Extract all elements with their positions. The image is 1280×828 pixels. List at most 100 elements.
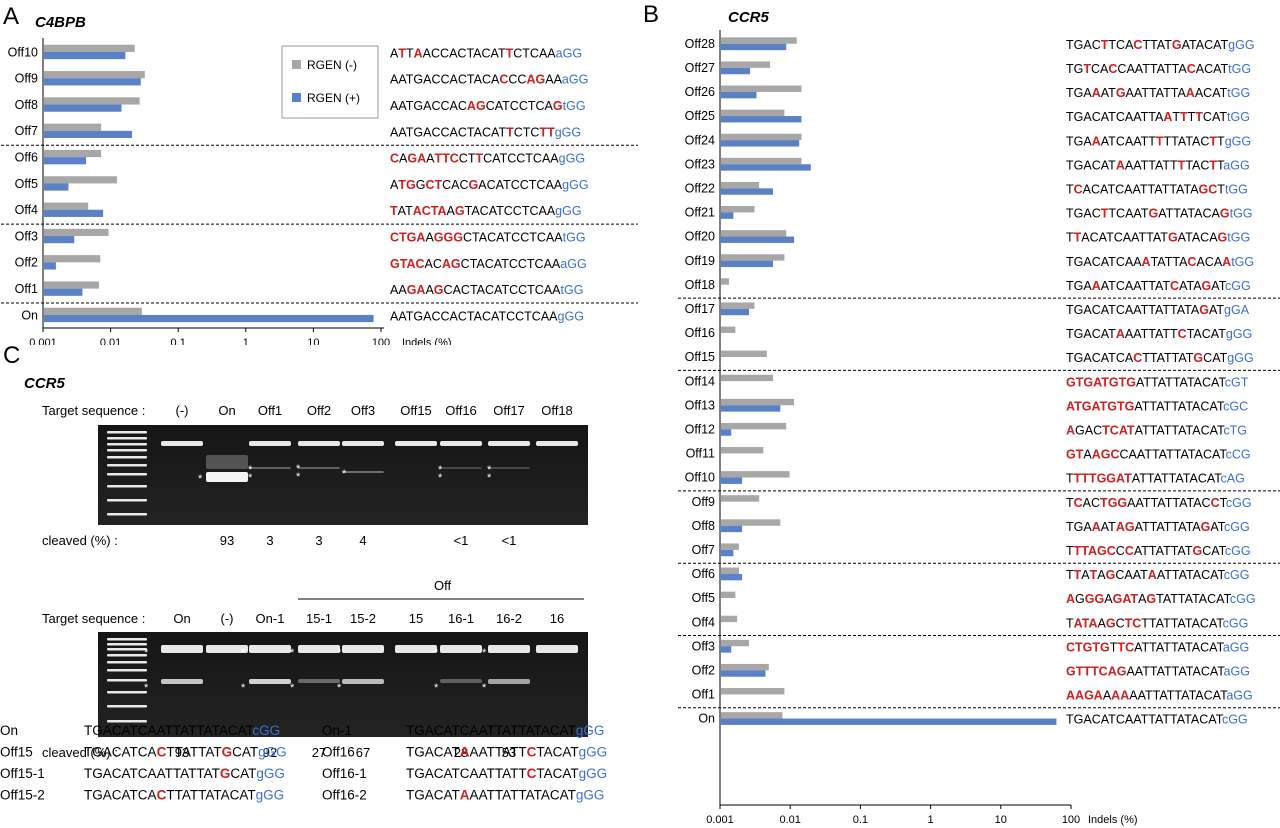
ladder-band	[107, 485, 147, 488]
gel-band	[342, 471, 384, 473]
gel-band	[440, 441, 482, 446]
bar-rgen-plus	[721, 67, 751, 75]
panel-a-letter: A	[3, 3, 19, 30]
category-label: Off6	[15, 151, 38, 165]
target-sequence: AATGACCACAGCATCCTCAGtGG	[390, 99, 586, 113]
bar-rgen-minus	[721, 591, 736, 599]
legend-swatch-rgen-plus	[292, 93, 301, 102]
category-label: Off2	[15, 256, 38, 270]
target-sequence: GTGATGTGATTATTATACATcGT	[1066, 375, 1249, 389]
bar-rgen-plus	[44, 130, 132, 139]
legend-label-rgen-minus: RGEN (-)	[307, 58, 357, 72]
category-label: Off20	[685, 230, 715, 244]
target-sequence: GTACACAGCTACATCCTCAAaGG	[390, 257, 587, 271]
bar-rgen-minus	[721, 688, 785, 695]
x-tick-label: 0.1	[171, 337, 186, 345]
bar-rgen-minus	[721, 133, 802, 141]
ladder-band	[107, 720, 147, 723]
bar-rgen-minus	[721, 85, 802, 92]
seq-table-sequence: TGACATCAATTATTATACATgGG	[406, 723, 604, 738]
target-sequence: AATGACCACTACATTCTCTTgGG	[390, 125, 581, 139]
gel-band	[249, 645, 291, 653]
category-label: Off17	[685, 302, 715, 316]
gel2-cleaved-label: cleaved (%) :	[42, 745, 118, 760]
category-label: Off15	[685, 350, 715, 364]
x-tick-label: 0.01	[779, 814, 800, 826]
cleaved-value: <1	[502, 533, 517, 548]
panel-b-axis-unit: Indels (%)	[1088, 814, 1138, 826]
cleavage-star: *	[290, 647, 295, 659]
bar-rgen-plus	[721, 646, 732, 653]
cleaved-value: 3	[315, 533, 322, 548]
gel-band	[206, 455, 248, 469]
bar-rgen-minus	[721, 37, 797, 44]
seq-table-name: On	[0, 723, 18, 738]
x-tick-label: 10	[995, 814, 1007, 826]
gel-band	[488, 679, 530, 684]
bar-rgen-minus	[44, 202, 89, 210]
gel-band	[161, 645, 203, 653]
cleavage-star: *	[248, 472, 253, 484]
seq-table-name: On-1	[322, 723, 352, 738]
target-sequence: ATGGCTCACGACATCCTCAAgGG	[390, 178, 589, 192]
seq-table-name: Off16-1	[322, 766, 367, 781]
target-sequence: TTTAGCCCATTATTATGCATcGG	[1066, 544, 1251, 558]
category-label: Off21	[685, 206, 715, 220]
bar-rgen-minus	[721, 422, 787, 430]
target-sequence: TCACATCAATTATTATAGCTtGG	[1066, 183, 1248, 197]
bar-rgen-minus	[721, 254, 785, 261]
category-label: Off22	[685, 182, 715, 196]
gel-band	[298, 441, 340, 446]
category-label: Off6	[692, 567, 715, 581]
cleavage-star: *	[248, 464, 253, 476]
ladder-band	[107, 456, 147, 459]
bar-rgen-plus	[721, 477, 743, 484]
target-sequence: ATTAACCACTACATTCTCAAaGG	[390, 46, 582, 60]
category-label: Off16	[685, 326, 715, 340]
x-tick-label: 10	[307, 337, 319, 345]
seq-table-name: Off16	[322, 745, 355, 760]
lane-label: Off1	[258, 403, 282, 418]
target-sequence: AGACTCATATTATTATACATcTG	[1066, 424, 1247, 438]
bar-rgen-plus	[721, 164, 811, 171]
cleavage-star: *	[482, 647, 487, 659]
bar-rgen-plus	[721, 549, 734, 557]
gel-band	[249, 441, 291, 446]
lane-label: 15	[409, 611, 423, 626]
bar-rgen-minus	[44, 307, 142, 315]
category-label: Off1	[15, 282, 38, 296]
bar-rgen-minus	[721, 278, 729, 285]
bar-rgen-minus	[44, 176, 117, 184]
bar-rgen-minus	[721, 326, 736, 333]
category-label: Off24	[685, 133, 715, 147]
category-label: Off1	[692, 688, 715, 702]
ladder-band	[107, 499, 147, 502]
ladder-band	[107, 464, 147, 467]
cleaved-value: 27	[312, 745, 326, 760]
bar-rgen-minus	[721, 157, 802, 165]
legend-box	[281, 45, 379, 119]
cleavage-star: *	[337, 682, 342, 694]
ladder-band	[107, 443, 147, 446]
bar-rgen-plus	[44, 209, 104, 217]
cleavage-star: *	[241, 647, 246, 659]
cleavage-star: *	[296, 471, 301, 483]
gel-band	[298, 645, 340, 653]
cleaved-value: 93	[220, 533, 234, 548]
category-label: Off8	[692, 519, 715, 533]
bar-rgen-plus	[721, 260, 773, 268]
seq-table-sequence: TGACATCAATTATTATGCATgGG	[84, 766, 285, 781]
gel-band	[298, 679, 340, 683]
target-sequence: TGAAATCAATTATCATAGATcGG	[1066, 279, 1251, 293]
ladder-band	[107, 661, 147, 664]
bar-rgen-plus	[44, 51, 126, 60]
category-label: Off9	[15, 72, 38, 86]
gel-band	[161, 679, 203, 684]
category-label: Off4	[692, 615, 715, 629]
seq-table-name: Off15	[0, 745, 33, 760]
legend-label-rgen-plus: RGEN (+)	[307, 91, 360, 105]
lane-label: Off16	[445, 403, 477, 418]
x-tick-label: 1	[243, 337, 249, 345]
bar-rgen-minus	[721, 302, 755, 309]
gel1-cleaved-label: cleaved (%) :	[42, 533, 118, 548]
